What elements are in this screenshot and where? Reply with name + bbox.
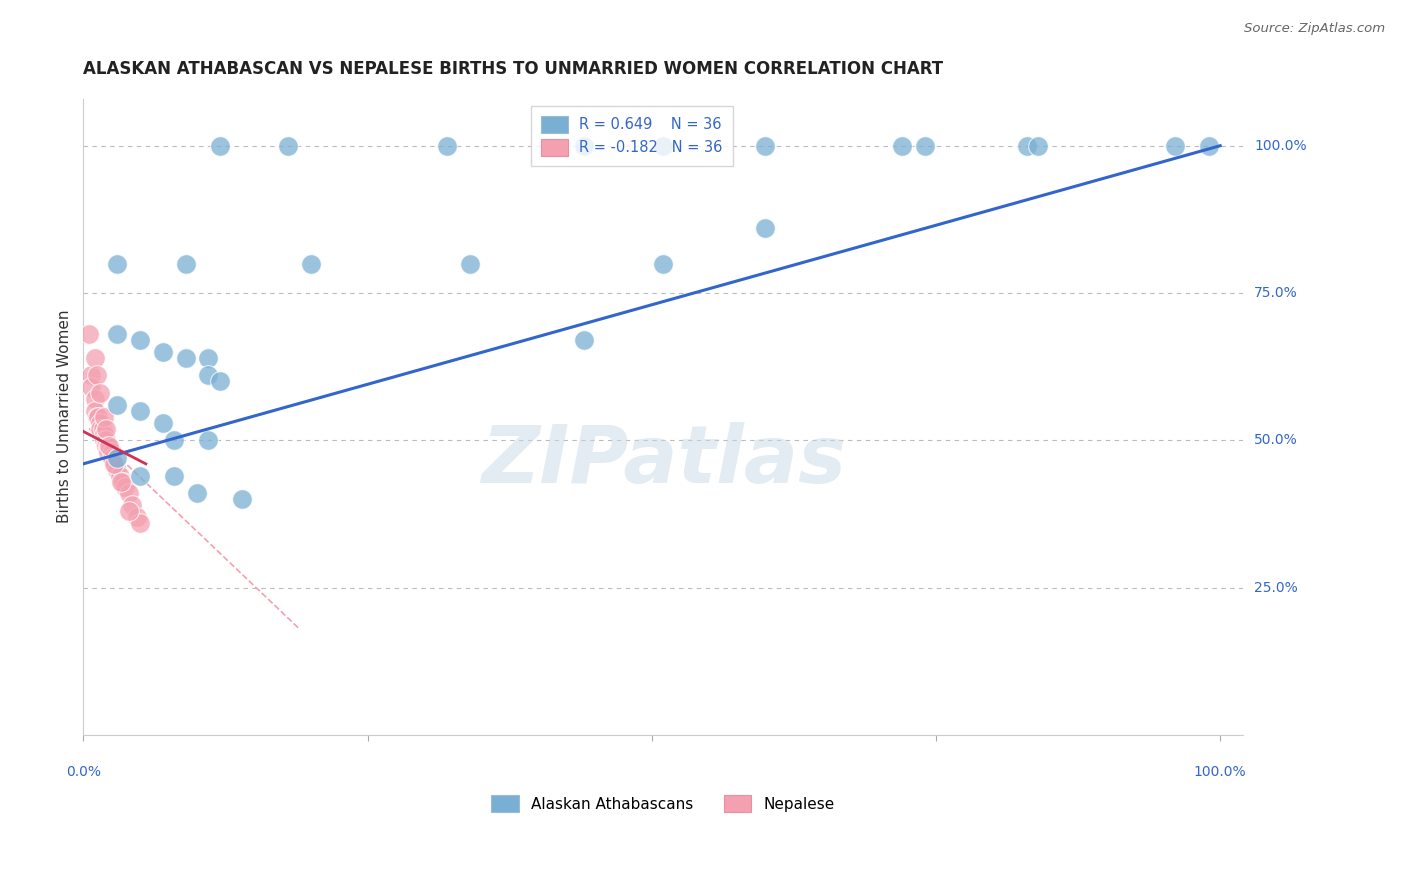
Text: 75.0%: 75.0% [1254, 286, 1298, 300]
Point [80, 380, 103, 394]
Point [118, 486, 141, 500]
Point [83, 404, 105, 418]
Point [105, 327, 128, 342]
Point [458, 256, 481, 270]
Point [1163, 138, 1185, 153]
Point [197, 434, 219, 448]
Point [129, 333, 152, 347]
Y-axis label: Births to Unmarried Women: Births to Unmarried Women [58, 310, 72, 524]
Point [80, 368, 103, 383]
Point [890, 138, 912, 153]
Point [1026, 138, 1049, 153]
Point [86, 368, 108, 383]
Point [652, 138, 675, 153]
Point [1015, 138, 1038, 153]
Text: 0.0%: 0.0% [66, 765, 101, 780]
Point [125, 509, 148, 524]
Point [197, 368, 219, 383]
Title: ALASKAN ATHABASCAN VS NEPALESE BIRTHS TO UNMARRIED WOMEN CORRELATION CHART: ALASKAN ATHABASCAN VS NEPALESE BIRTHS TO… [83, 60, 943, 78]
Point [652, 256, 675, 270]
Legend: Alaskan Athabascans, Nepalese: Alaskan Athabascans, Nepalese [484, 787, 842, 820]
Point [104, 457, 127, 471]
Point [103, 457, 125, 471]
Point [93, 409, 115, 424]
Text: 25.0%: 25.0% [1254, 581, 1298, 595]
Point [89, 421, 111, 435]
Point [572, 333, 595, 347]
Text: ZIPatlas: ZIPatlas [481, 422, 845, 500]
Point [91, 421, 114, 435]
Point [436, 138, 458, 153]
Text: 50.0%: 50.0% [1254, 434, 1298, 447]
Text: 100.0%: 100.0% [1254, 139, 1306, 153]
Point [89, 416, 111, 430]
Point [129, 404, 152, 418]
Point [87, 409, 110, 424]
Point [914, 138, 936, 153]
Point [94, 421, 117, 435]
Point [110, 475, 132, 489]
Point [129, 516, 152, 530]
Point [105, 450, 128, 465]
Text: Source: ZipAtlas.com: Source: ZipAtlas.com [1244, 22, 1385, 36]
Point [94, 434, 117, 448]
Point [299, 256, 322, 270]
Point [129, 468, 152, 483]
Point [83, 351, 105, 365]
Text: 100.0%: 100.0% [1194, 765, 1247, 780]
Point [174, 256, 197, 270]
Point [97, 445, 120, 459]
Point [77, 327, 100, 342]
Point [121, 498, 143, 512]
Point [93, 427, 115, 442]
Point [1198, 138, 1220, 153]
Point [105, 398, 128, 412]
Point [152, 416, 174, 430]
Point [98, 439, 121, 453]
Point [93, 434, 115, 448]
Point [105, 256, 128, 270]
Point [231, 492, 253, 507]
Point [186, 486, 208, 500]
Point [97, 439, 120, 453]
Point [754, 221, 776, 235]
Point [208, 138, 231, 153]
Point [174, 351, 197, 365]
Point [100, 445, 122, 459]
Point [163, 468, 186, 483]
Point [163, 434, 186, 448]
Point [108, 468, 131, 483]
Point [112, 475, 135, 489]
Point [105, 463, 128, 477]
Point [152, 345, 174, 359]
Point [118, 504, 141, 518]
Point [86, 409, 108, 424]
Point [89, 386, 111, 401]
Point [208, 375, 231, 389]
Point [277, 138, 299, 153]
Point [83, 392, 105, 406]
Point [754, 138, 776, 153]
Point [94, 439, 117, 453]
Point [100, 450, 122, 465]
Point [197, 351, 219, 365]
Point [114, 480, 136, 494]
Point [572, 138, 595, 153]
